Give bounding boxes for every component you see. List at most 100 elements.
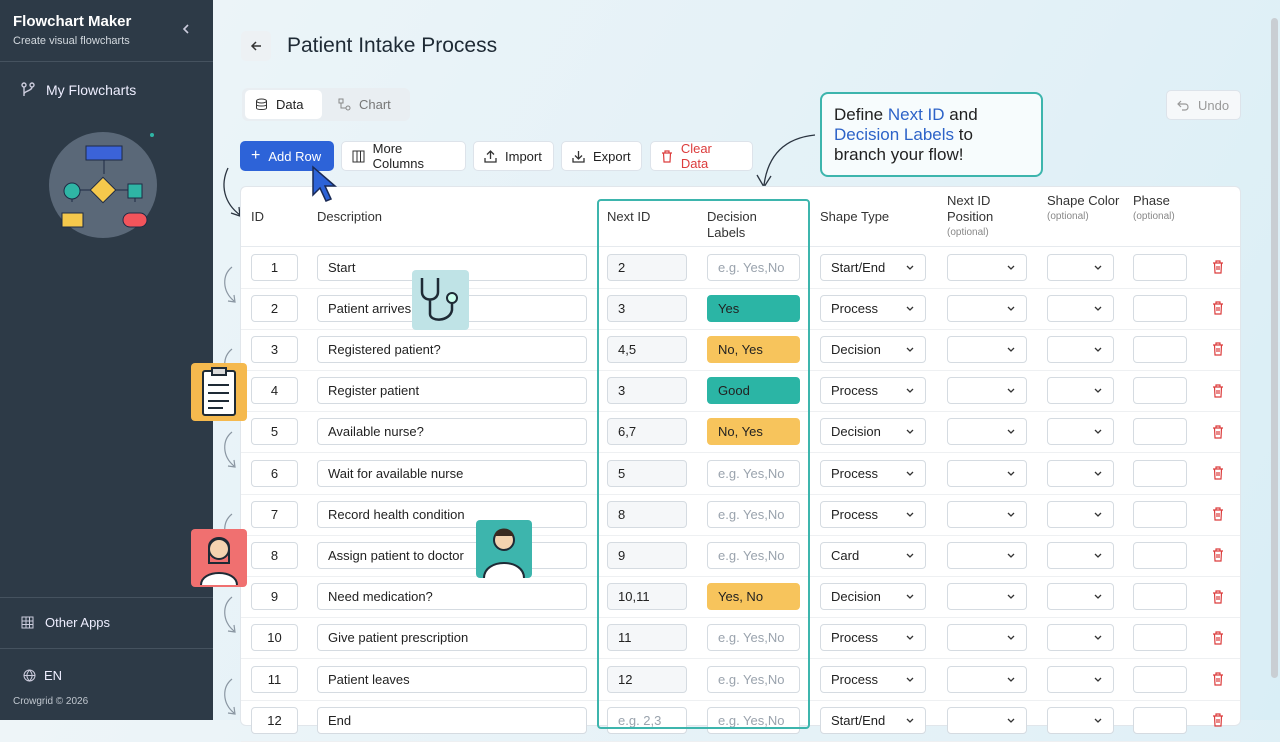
id-cell[interactable]: 8 — [251, 541, 298, 569]
decision-label-cell[interactable]: e.g. Yes,No — [707, 253, 800, 281]
next-id-cell[interactable]: 5 — [607, 459, 687, 487]
description-cell[interactable]: End — [317, 706, 587, 734]
undo-button[interactable]: Undo — [1166, 90, 1241, 120]
delete-button[interactable] — [1212, 342, 1224, 356]
next-id-cell[interactable]: 6,7 — [607, 418, 687, 446]
color-select[interactable] — [1047, 624, 1114, 652]
decision-label-cell[interactable]: Good — [707, 377, 800, 405]
decision-label-cell[interactable]: No, Yes — [707, 418, 800, 446]
other-apps[interactable]: Other Apps — [45, 615, 111, 630]
id-cell[interactable]: 7 — [251, 500, 298, 528]
id-cell[interactable]: 5 — [251, 418, 298, 446]
collapse-button[interactable] — [180, 23, 192, 35]
id-cell[interactable]: 2 — [251, 294, 298, 322]
description-cell[interactable]: Registered patient? — [317, 335, 587, 363]
decision-label-cell[interactable]: e.g. Yes,No — [707, 624, 800, 652]
color-select[interactable] — [1047, 377, 1114, 405]
next-id-cell[interactable]: 3 — [607, 294, 687, 322]
decision-label-cell[interactable]: e.g. Yes,No — [707, 459, 800, 487]
language[interactable]: EN — [44, 668, 63, 683]
shape-type-select[interactable]: Start/End — [820, 706, 926, 734]
next-id-cell[interactable]: 9 — [607, 541, 687, 569]
position-select[interactable] — [947, 624, 1027, 652]
shape-type-select[interactable]: Decision — [820, 418, 926, 446]
description-cell[interactable]: Register patient — [317, 377, 587, 405]
color-select[interactable] — [1047, 253, 1114, 281]
color-select[interactable] — [1047, 459, 1114, 487]
color-select[interactable] — [1047, 418, 1114, 446]
color-select[interactable] — [1047, 583, 1114, 611]
delete-button[interactable] — [1212, 301, 1224, 315]
shape-type-select[interactable]: Process — [820, 377, 926, 405]
delete-button[interactable] — [1212, 383, 1224, 398]
nav-my-flowcharts[interactable]: My Flowcharts — [46, 82, 137, 98]
description-cell[interactable]: Record health condition — [317, 500, 587, 528]
delete-button[interactable] — [1212, 466, 1224, 480]
next-id-cell[interactable]: 2 — [607, 253, 687, 281]
delete-button[interactable] — [1212, 507, 1224, 521]
position-select[interactable] — [947, 294, 1027, 322]
shape-type-select[interactable]: Process — [820, 665, 926, 693]
phase-input[interactable] — [1133, 624, 1187, 652]
shape-type-select[interactable]: Decision — [820, 335, 926, 363]
phase-input[interactable] — [1133, 706, 1187, 734]
phase-input[interactable] — [1133, 253, 1187, 281]
phase-input[interactable] — [1133, 377, 1187, 405]
clear-data-button[interactable]: Clear Data — [650, 141, 753, 171]
delete-button[interactable] — [1212, 260, 1224, 274]
position-select[interactable] — [947, 335, 1027, 363]
phase-input[interactable] — [1133, 294, 1187, 322]
decision-label-cell[interactable]: Yes, No — [707, 583, 800, 611]
color-select[interactable] — [1047, 541, 1114, 569]
id-cell[interactable]: 6 — [251, 459, 298, 487]
position-select[interactable] — [947, 253, 1027, 281]
color-select[interactable] — [1047, 500, 1114, 528]
id-cell[interactable]: 11 — [251, 665, 298, 693]
position-select[interactable] — [947, 665, 1027, 693]
position-select[interactable] — [947, 583, 1027, 611]
position-select[interactable] — [947, 541, 1027, 569]
position-select[interactable] — [947, 706, 1027, 734]
position-select[interactable] — [947, 377, 1027, 405]
description-cell[interactable]: Need medication? — [317, 583, 587, 611]
color-select[interactable] — [1047, 294, 1114, 322]
next-id-cell[interactable]: 4,5 — [607, 335, 687, 363]
phase-input[interactable] — [1133, 665, 1187, 693]
decision-label-cell[interactable]: No, Yes — [707, 335, 800, 363]
delete-button[interactable] — [1212, 548, 1224, 562]
back-button[interactable] — [241, 31, 271, 61]
delete-button[interactable] — [1212, 425, 1224, 439]
import-button[interactable]: Import — [473, 141, 554, 171]
phase-input[interactable] — [1133, 500, 1187, 528]
description-cell[interactable]: Assign patient to doctor — [317, 541, 587, 569]
shape-type-select[interactable]: Process — [820, 294, 926, 322]
id-cell[interactable]: 4 — [251, 377, 298, 405]
delete-button[interactable] — [1212, 713, 1224, 727]
phase-input[interactable] — [1133, 459, 1187, 487]
shape-type-select[interactable]: Process — [820, 500, 926, 528]
id-cell[interactable]: 9 — [251, 583, 298, 611]
shape-type-select[interactable]: Card — [820, 541, 926, 569]
next-id-cell[interactable]: 11 — [607, 624, 687, 652]
phase-input[interactable] — [1133, 583, 1187, 611]
delete-button[interactable] — [1212, 631, 1224, 645]
position-select[interactable] — [947, 418, 1027, 446]
decision-label-cell[interactable]: e.g. Yes,No — [707, 541, 800, 569]
next-id-cell[interactable]: 10,11 — [607, 583, 687, 611]
position-select[interactable] — [947, 500, 1027, 528]
id-cell[interactable]: 1 — [251, 253, 298, 281]
description-cell[interactable]: Wait for available nurse — [317, 459, 587, 487]
position-select[interactable] — [947, 459, 1027, 487]
id-cell[interactable]: 10 — [251, 624, 298, 652]
shape-type-select[interactable]: Start/End — [820, 253, 926, 281]
shape-type-select[interactable]: Decision — [820, 583, 926, 611]
decision-label-cell[interactable]: e.g. Yes,No — [707, 665, 800, 693]
decision-label-cell[interactable]: Yes — [707, 294, 800, 322]
color-select[interactable] — [1047, 665, 1114, 693]
description-cell[interactable]: Give patient prescription — [317, 624, 587, 652]
id-cell[interactable]: 12 — [251, 706, 298, 734]
phase-input[interactable] — [1133, 541, 1187, 569]
more-columns-button[interactable]: More Columns — [341, 141, 466, 171]
color-select[interactable] — [1047, 335, 1114, 363]
shape-type-select[interactable]: Process — [820, 459, 926, 487]
